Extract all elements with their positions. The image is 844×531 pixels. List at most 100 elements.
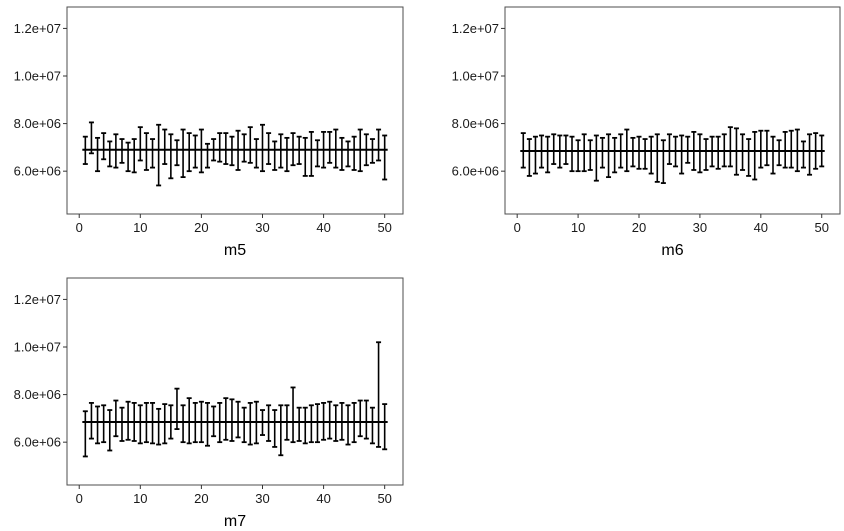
error-bar xyxy=(95,136,101,173)
error-bar xyxy=(198,128,204,174)
error-bar xyxy=(606,133,612,179)
error-bar xyxy=(82,135,88,165)
error-bar xyxy=(137,404,143,445)
y-tick-label: 8.0e+06 xyxy=(14,387,61,402)
y-tick-label: 1.2e+07 xyxy=(14,21,61,36)
error-bar xyxy=(211,138,217,162)
error-bar xyxy=(345,140,351,168)
y-tick-label: 6.0e+06 xyxy=(452,164,499,179)
error-bar xyxy=(376,341,382,448)
error-bar xyxy=(156,407,162,446)
error-bar xyxy=(217,402,223,444)
y-tick-label: 1.2e+07 xyxy=(14,292,61,307)
error-bar xyxy=(290,132,296,167)
x-tick-label: 30 xyxy=(255,220,269,235)
x-tick-label: 30 xyxy=(693,220,707,235)
error-bar xyxy=(666,133,672,165)
error-bar xyxy=(794,128,800,173)
error-bar xyxy=(333,404,339,442)
x-tick-label: 10 xyxy=(571,220,585,235)
error-bar xyxy=(551,133,557,165)
x-tick-label: 30 xyxy=(255,491,269,506)
chart-panel-m6: 6.0e+06 8.0e+06 1.0e+07 1.2e+07 0 10 20 30 40 50 m… xyxy=(452,6,841,259)
error-bar xyxy=(679,134,685,175)
error-bar xyxy=(296,406,302,442)
error-bar xyxy=(95,405,101,445)
error-bar xyxy=(241,406,247,444)
y-tick-label: 8.0e+06 xyxy=(14,116,61,131)
chart-panel-m7: 6.0e+06 8.0e+06 1.0e+07 1.2e+07 0 10 20 30 40 50 m… xyxy=(14,277,404,530)
error-bar xyxy=(192,402,198,444)
error-bar xyxy=(302,406,308,445)
error-bar xyxy=(630,136,636,168)
error-bar xyxy=(229,398,235,442)
error-bar xyxy=(351,135,357,171)
error-bar xyxy=(205,142,211,169)
error-bar xyxy=(382,403,388,451)
error-bar xyxy=(119,138,125,164)
plot-frame xyxy=(66,277,404,486)
error-bar xyxy=(648,135,654,175)
x-axis-title: m6 xyxy=(661,242,683,259)
error-bar xyxy=(308,404,314,444)
x-tick-label: 20 xyxy=(632,220,646,235)
error-bar xyxy=(186,397,192,445)
y-tick-label: 1.0e+07 xyxy=(14,340,61,355)
error-bar xyxy=(697,133,703,174)
error-bar xyxy=(168,404,174,440)
error-bar xyxy=(88,121,94,155)
error-bar xyxy=(150,402,156,445)
error-bar xyxy=(101,404,107,444)
x-tick-label: 50 xyxy=(814,220,828,235)
error-bar xyxy=(156,123,162,187)
error-bar xyxy=(321,131,327,169)
x-tick-label: 10 xyxy=(133,220,147,235)
error-bar xyxy=(186,132,192,173)
error-bar xyxy=(284,136,290,173)
error-bar xyxy=(308,131,314,177)
error-bar xyxy=(235,129,241,171)
error-bar xyxy=(339,402,345,441)
x-tick-label: 40 xyxy=(316,220,330,235)
error-bar xyxy=(327,400,333,440)
x-tick-label: 40 xyxy=(754,220,768,235)
error-bar xyxy=(721,133,727,168)
error-bar xyxy=(272,409,278,448)
error-bar xyxy=(339,136,345,171)
error-bar xyxy=(351,402,357,444)
error-bar xyxy=(278,404,284,457)
x-tick-label: 50 xyxy=(377,491,391,506)
error-bar xyxy=(654,133,660,183)
error-bar xyxy=(813,132,819,170)
error-bar xyxy=(101,132,107,161)
error-bar xyxy=(143,132,149,171)
error-bar xyxy=(278,133,284,169)
error-bar xyxy=(369,406,375,445)
error-bar xyxy=(314,139,320,168)
error-bar xyxy=(685,135,691,164)
error-bar xyxy=(174,387,180,430)
error-bar xyxy=(327,131,333,164)
error-bar xyxy=(266,404,272,442)
error-bar xyxy=(557,134,563,169)
error-bar xyxy=(162,403,168,445)
x-tick-label: 20 xyxy=(194,491,208,506)
y-tick-label: 1.2e+07 xyxy=(452,21,499,36)
error-bar xyxy=(119,406,125,442)
plot-frame xyxy=(504,6,841,215)
error-bar xyxy=(740,133,746,171)
error-bar xyxy=(253,138,259,169)
error-bar xyxy=(211,405,217,438)
chart-panel-m5: 6.0e+06 8.0e+06 1.0e+07 1.2e+07 0 10 20 30 40 50 m… xyxy=(14,6,404,259)
error-bar xyxy=(363,133,369,167)
error-bar xyxy=(259,409,265,436)
error-bar xyxy=(369,138,375,164)
x-tick-label: 0 xyxy=(76,220,83,235)
error-bar xyxy=(782,131,788,169)
error-bar xyxy=(776,139,782,167)
error-bar xyxy=(587,139,593,171)
error-bar xyxy=(764,129,770,167)
error-bar xyxy=(545,135,551,174)
error-bar xyxy=(223,397,229,441)
plot-frame xyxy=(66,6,404,215)
